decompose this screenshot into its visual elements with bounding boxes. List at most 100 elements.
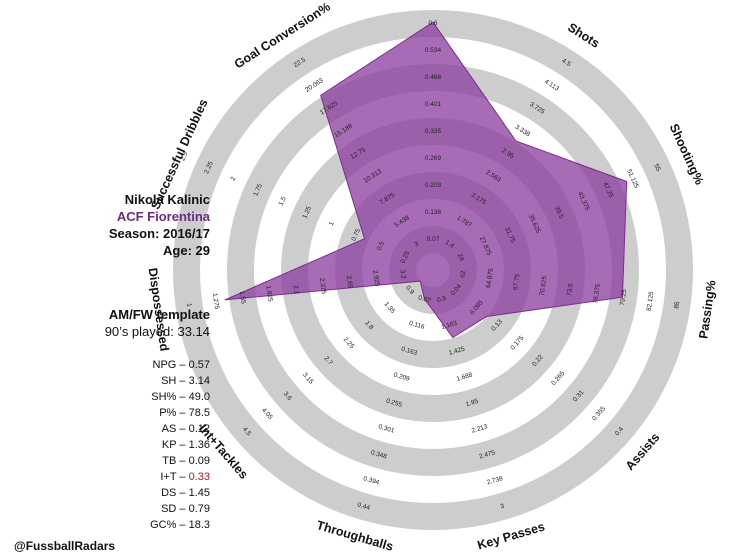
tick-label: 0.07 (427, 236, 440, 243)
stat-row: SH% – 49.0 (0, 389, 210, 405)
tick-label: 85 (673, 301, 681, 310)
stat-label: SD – (161, 503, 189, 515)
stat-row: SH – 3.14 (0, 373, 210, 389)
stat-label: KP – (161, 439, 189, 451)
tick-label: 0.25 (400, 250, 412, 265)
stat-label: SH – (161, 375, 189, 387)
tick-label: 2.1 (292, 285, 300, 295)
tick-label: 0.116 (408, 320, 425, 331)
tick-label: 0.335 (425, 128, 442, 135)
tick-label: 1.4 (444, 239, 456, 250)
stat-row: TB – 0.09 (0, 453, 210, 469)
tick-label: 2.925 (371, 270, 380, 287)
tick-label: 1.275 (211, 293, 220, 310)
tick-label: 0.401 (425, 101, 442, 108)
tick-label: 2.65 (345, 275, 354, 289)
tick-label: 1.75 (252, 183, 264, 198)
tick-label: 2.375 (318, 277, 327, 294)
tick-label: 1.825 (264, 285, 273, 302)
player-name: Nikola Kalinic (124, 192, 210, 207)
tick-label: 82.125 (646, 291, 656, 312)
tick-label: 0.136 (425, 209, 442, 216)
tick-label: 67.75 (512, 273, 521, 290)
tick-label: 24 (456, 253, 466, 263)
tick-label: 0.209 (393, 372, 411, 383)
tick-label: 1.688 (456, 371, 474, 382)
template-info: AM/FW template 90’s played: 33.14 (0, 306, 210, 340)
stat-value: 0.79 (188, 503, 210, 515)
tick-label: 3.2 (398, 269, 406, 279)
stat-row: I+T – 0.33 (0, 469, 210, 485)
tick-label: 1.25 (301, 205, 313, 220)
stat-value: 78.5 (188, 407, 210, 419)
tick-label: 79.25 (619, 289, 628, 306)
tick-label: 1.95 (465, 398, 479, 408)
tick-label: 0.9 (436, 295, 447, 304)
tick-label: 39.5 (553, 205, 565, 220)
tick-label: 3 (500, 503, 506, 511)
tick-label: 0.534 (425, 47, 442, 54)
stat-row: GC% – 18.3 (0, 517, 210, 533)
tick-label: 1.163 (440, 320, 458, 331)
stats-list: NPG – 0.57 SH – 3.14 SH% – 49.0 P% – 78.5 AS… (0, 357, 210, 533)
stat-row: AS – 0.12 (0, 421, 210, 437)
minutes-played: 90’s played: 33.14 (104, 324, 210, 339)
stat-row: DS – 1.45 (0, 485, 210, 501)
tick-label: 2.213 (471, 423, 489, 434)
tick-label: 4.5 (241, 426, 252, 438)
stat-value: 49.0 (188, 391, 210, 403)
tick-label: 76.375 (592, 283, 602, 304)
tick-label: 3.6 (282, 391, 293, 403)
tick-label: 2.738 (486, 475, 504, 486)
tick-label: 1.8 (363, 320, 374, 332)
tick-label: 2.475 (478, 449, 496, 460)
tick-label: 2.5 (179, 151, 189, 162)
stat-label: DS – (161, 487, 189, 499)
tick-label: 0.255 (385, 397, 403, 408)
stat-value: 0.33 (188, 471, 210, 483)
tick-label: 0.301 (378, 423, 396, 434)
tick-label: 0.4 (614, 426, 625, 438)
tick-label: 0.9 (404, 284, 415, 296)
stat-label: TB – (162, 455, 189, 467)
player-age: Age: 29 (163, 243, 210, 258)
tick-label: 0.44 (356, 502, 370, 512)
stat-label: AS – (161, 423, 189, 435)
tick-label: 55 (652, 163, 662, 173)
twitter-handle: @FussballRadars (14, 539, 116, 553)
stat-row: NPG – 0.57 (0, 357, 211, 373)
stat-row: SD – 0.79 (0, 501, 210, 517)
stat-value: 1.45 (188, 487, 210, 499)
tick-label: 1.55 (238, 291, 247, 305)
stat-value: 0.57 (188, 359, 210, 371)
tick-label: 0.6 (428, 20, 437, 27)
stat-value: 1.36 (188, 439, 210, 451)
stat-row: KP – 1.36 (0, 437, 210, 453)
stat-label: I+T – (160, 471, 189, 483)
stat-label: SH% – (151, 391, 189, 403)
stat-row: P% – 78.5 (0, 405, 210, 421)
stat-value: 0.12 (188, 423, 210, 435)
tick-label: 4.5 (560, 57, 572, 68)
tick-label: 0.269 (425, 155, 442, 162)
template-name: AM/FW template (108, 307, 210, 322)
tick-label: 73.5 (566, 283, 575, 297)
player-polygon (224, 21, 628, 339)
tick-label: 1 (185, 303, 192, 308)
tick-label: 2.25 (203, 160, 215, 175)
player-info: Nikola Kalinic ACF Fiorentina Season: 20… (0, 191, 210, 259)
tick-label: 62 (459, 270, 467, 279)
stat-value: 3.14 (188, 375, 210, 387)
stat-label: P% – (159, 407, 189, 419)
tick-label: 0.07 (417, 294, 431, 304)
tick-label: 0.394 (362, 475, 380, 486)
tick-label: 0.5 (376, 240, 386, 251)
tick-label: 0.468 (425, 74, 442, 81)
stat-value: 0.09 (188, 455, 210, 467)
tick-label: 64.875 (485, 268, 495, 289)
stat-value: 18.3 (188, 519, 210, 531)
stat-label: NPG – (152, 359, 189, 371)
team-name: ACF Fiorentina (116, 209, 210, 224)
tick-label: 0.163 (400, 346, 418, 357)
tick-label: 3 (413, 240, 420, 248)
